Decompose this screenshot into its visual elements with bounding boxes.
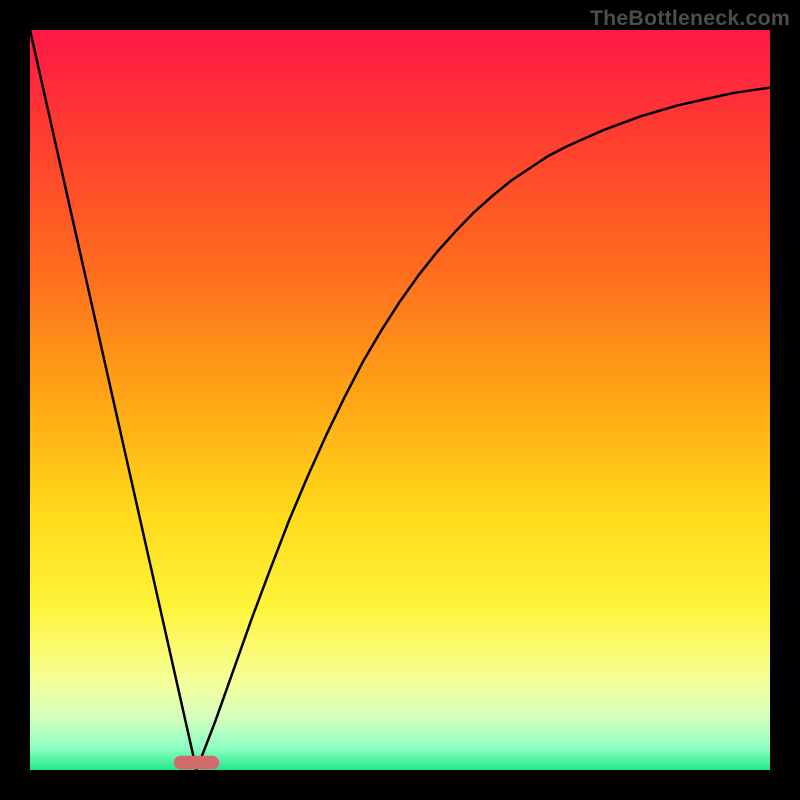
bottleneck-chart-svg [30, 30, 770, 770]
chart-frame: TheBottleneck.com [0, 0, 800, 800]
optimum-marker [174, 756, 218, 769]
watermark-text: TheBottleneck.com [590, 6, 790, 31]
gradient-background [30, 30, 770, 770]
plot-area [30, 30, 770, 770]
